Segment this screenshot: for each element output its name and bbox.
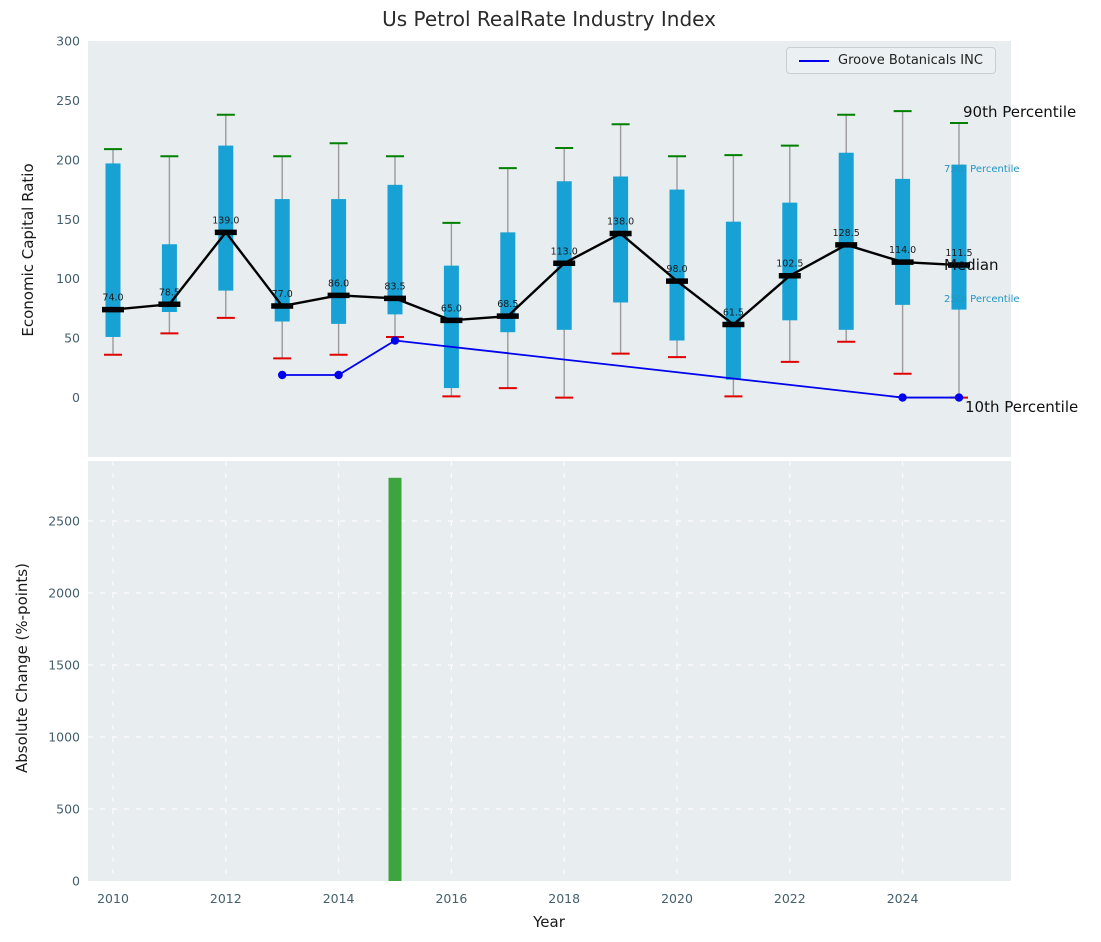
median-value-label: 65.0 (441, 303, 462, 314)
company-point (954, 393, 964, 402)
top-y-tick-label: 250 (56, 93, 80, 108)
chart-title: Us Petrol RealRate Industry Index (382, 7, 716, 31)
percentile-box (500, 232, 516, 333)
percentile-box (161, 244, 177, 312)
top-y-tick-label: 150 (56, 212, 80, 227)
company-point (278, 370, 287, 380)
top-y-axis-label: Economic Capital Ratio (19, 163, 37, 337)
top-y-tick-label: 200 (56, 152, 80, 167)
x-tick-label: 2018 (548, 891, 580, 906)
legend-label: Groove Botanicals INC (838, 53, 983, 68)
x-tick-label: 2022 (774, 891, 806, 906)
median-value-label: 77.0 (272, 289, 293, 300)
percentile-box (443, 265, 459, 389)
x-tick-label: 2010 (97, 891, 129, 906)
x-tick-label: 2014 (323, 891, 355, 906)
percentile-box (895, 178, 911, 305)
bottom-y-tick-label: 1000 (48, 730, 80, 745)
change-bar (388, 477, 402, 881)
bottom-y-tick-label: 0 (72, 874, 80, 889)
percentile-box (274, 199, 290, 322)
median-line (112, 230, 960, 327)
median-value-label: 128.5 (833, 228, 860, 239)
legend: Groove Botanicals INC (786, 47, 996, 74)
percentile-box (782, 202, 798, 321)
percentile-box (613, 176, 629, 303)
bottom-y-tick-label: 2000 (48, 586, 80, 601)
median-value-label: 138.0 (607, 217, 634, 228)
median-value-label: 86.0 (328, 278, 349, 289)
top-y-tick-label: 0 (72, 390, 80, 405)
percentile-box (105, 163, 121, 337)
median-value-label: 83.5 (384, 281, 405, 292)
top-y-tick-label: 300 (56, 34, 80, 49)
percentile-box (669, 189, 685, 341)
x-axis-label: Year (533, 913, 565, 931)
percentile-box (387, 184, 403, 315)
x-tick-label: 2016 (435, 891, 467, 906)
top-y-tick-label: 100 (56, 271, 80, 286)
median-value-label: 78.5 (159, 287, 180, 298)
percentile-box (556, 181, 572, 330)
percentile-box (725, 221, 741, 380)
bottom-axes-background (88, 461, 1011, 881)
median-value-label: 74.0 (102, 293, 123, 304)
bottom-y-tick-label: 1500 (48, 658, 80, 673)
bottom-y-tick-label: 500 (56, 802, 80, 817)
company-point (334, 370, 343, 380)
bottom-y-tick-label: 2500 (48, 514, 80, 529)
annotation-median: Median (944, 256, 999, 274)
top-y-tick-label: 50 (64, 331, 80, 346)
bottom-y-axis-label: Absolute Change (%-points) (13, 563, 31, 773)
median-value-label: 113.0 (551, 246, 578, 257)
percentile-box (218, 145, 234, 291)
median-value-label: 61.5 (723, 307, 744, 318)
median-value-label: 111.5 (945, 248, 972, 259)
annotation-10th-percentile: 10th Percentile (965, 398, 1079, 416)
x-tick-label: 2024 (887, 891, 919, 906)
percentile-box (331, 199, 347, 324)
company-point (390, 336, 400, 345)
median-value-label: 68.5 (497, 299, 518, 310)
company-point (898, 393, 907, 402)
percentile-box (951, 164, 967, 310)
annotation-25th-percentile: 25th Percentile (944, 294, 1020, 305)
annotation-90th-percentile: 90th Percentile (963, 103, 1077, 121)
legend-line-sample-icon (799, 59, 829, 62)
median-value-label: 139.0 (212, 215, 239, 226)
annotation-75th-percentile: 75th Percentile (944, 164, 1020, 175)
median-value-label: 102.5 (776, 259, 803, 270)
median-value-label: 114.0 (889, 245, 916, 256)
median-value-label: 98.0 (666, 264, 687, 275)
percentile-box (838, 152, 854, 330)
x-tick-label: 2012 (210, 891, 242, 906)
x-tick-label: 2020 (661, 891, 693, 906)
